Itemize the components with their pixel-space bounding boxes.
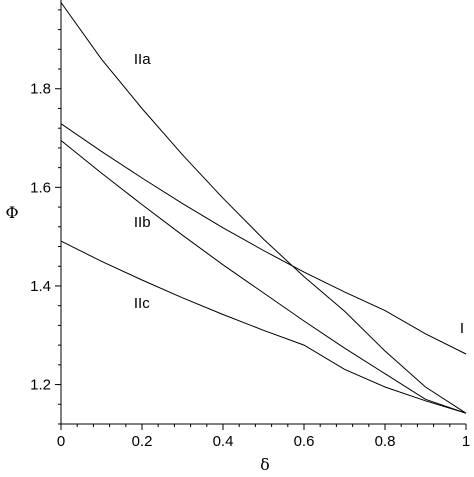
curve-label-iib: IIb bbox=[134, 214, 151, 231]
y-tick-label: 1.8 bbox=[30, 81, 51, 98]
x-tick-label: 0.2 bbox=[132, 433, 153, 450]
axes: 0 0.2 0.4 0.6 0.8 1 1.2 1.4 1.6 1.8 bbox=[30, 0, 470, 450]
curve-label-i: I bbox=[460, 320, 464, 337]
y-tick-label: 1.4 bbox=[30, 278, 51, 295]
x-tick-label: 1 bbox=[462, 433, 470, 450]
x-axis-label: δ bbox=[260, 455, 270, 474]
series-line-i bbox=[60, 123, 467, 355]
x-tick-label: 0.6 bbox=[294, 433, 315, 450]
series-line-iic bbox=[60, 240, 467, 414]
y-axis-label: Φ bbox=[5, 203, 18, 222]
x-tick-label: 0.8 bbox=[375, 433, 396, 450]
y-tick-label: 1.6 bbox=[30, 179, 51, 196]
series-line-iia bbox=[60, 2, 467, 414]
y-tick-label: 1.2 bbox=[30, 377, 51, 394]
x-tick-label: 0.4 bbox=[213, 433, 234, 450]
curves bbox=[60, 2, 467, 414]
series-line-iib bbox=[60, 140, 467, 414]
curve-label-iia: IIa bbox=[134, 51, 151, 68]
curve-label-iic: IIc bbox=[134, 295, 150, 312]
curve-labels: IIa IIb IIc I bbox=[134, 51, 464, 337]
x-tick-label: 0 bbox=[57, 433, 65, 450]
